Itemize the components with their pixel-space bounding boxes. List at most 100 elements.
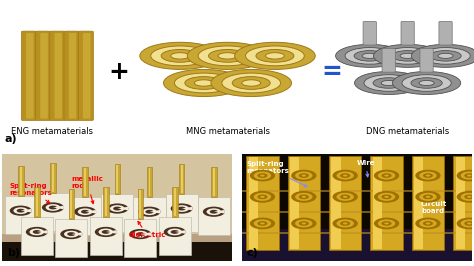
Circle shape: [60, 229, 82, 239]
Circle shape: [438, 53, 453, 59]
Circle shape: [260, 196, 264, 198]
Circle shape: [467, 196, 472, 198]
Circle shape: [384, 222, 389, 225]
Circle shape: [301, 196, 306, 198]
Text: metallic
rods: metallic rods: [71, 176, 103, 203]
Circle shape: [81, 210, 89, 214]
Circle shape: [254, 193, 271, 201]
Bar: [69, 197, 101, 235]
Text: b): b): [7, 248, 20, 259]
Circle shape: [102, 230, 110, 234]
Circle shape: [232, 77, 270, 89]
Circle shape: [187, 42, 268, 69]
FancyBboxPatch shape: [401, 21, 414, 45]
Bar: [329, 156, 361, 250]
Circle shape: [378, 219, 395, 227]
Circle shape: [106, 203, 128, 214]
Circle shape: [161, 49, 199, 62]
Circle shape: [383, 48, 432, 64]
Bar: [414, 157, 423, 249]
Circle shape: [464, 194, 474, 199]
Circle shape: [194, 80, 213, 86]
Bar: [242, 232, 472, 234]
Circle shape: [171, 203, 193, 214]
Circle shape: [254, 219, 271, 227]
Circle shape: [140, 42, 220, 69]
Bar: [90, 217, 122, 255]
Circle shape: [257, 173, 267, 178]
FancyBboxPatch shape: [363, 21, 376, 45]
Circle shape: [415, 170, 441, 181]
Bar: [84, 168, 86, 196]
Bar: [198, 197, 230, 235]
Circle shape: [13, 207, 28, 214]
Circle shape: [17, 209, 25, 213]
Circle shape: [400, 53, 415, 59]
Circle shape: [301, 174, 306, 177]
Circle shape: [384, 196, 389, 198]
Bar: [2, 154, 232, 234]
Circle shape: [211, 69, 292, 97]
Circle shape: [456, 191, 474, 203]
Circle shape: [250, 191, 275, 203]
Circle shape: [343, 174, 347, 177]
Text: c): c): [246, 248, 258, 259]
FancyBboxPatch shape: [83, 33, 91, 119]
FancyBboxPatch shape: [55, 33, 62, 119]
Circle shape: [421, 48, 470, 64]
Circle shape: [378, 172, 395, 180]
Wedge shape: [85, 210, 96, 214]
Circle shape: [218, 53, 237, 59]
Circle shape: [374, 191, 399, 203]
Circle shape: [382, 194, 392, 199]
Bar: [5, 196, 37, 234]
Circle shape: [467, 222, 472, 225]
Bar: [71, 190, 72, 218]
Circle shape: [337, 193, 354, 201]
Bar: [159, 217, 191, 255]
Bar: [148, 168, 150, 196]
Circle shape: [235, 42, 315, 69]
Circle shape: [198, 46, 257, 66]
Bar: [36, 188, 38, 216]
Circle shape: [257, 221, 267, 226]
Wedge shape: [214, 210, 225, 214]
Bar: [55, 219, 87, 257]
Circle shape: [171, 53, 190, 59]
Circle shape: [333, 191, 358, 203]
Circle shape: [340, 173, 350, 178]
Circle shape: [419, 172, 437, 180]
Circle shape: [426, 222, 430, 225]
Bar: [213, 168, 215, 196]
Circle shape: [138, 207, 161, 217]
Circle shape: [355, 72, 423, 94]
Circle shape: [250, 218, 275, 229]
Circle shape: [203, 207, 225, 217]
Circle shape: [99, 228, 113, 235]
Bar: [249, 157, 258, 249]
Circle shape: [164, 69, 244, 97]
Circle shape: [242, 80, 261, 86]
Circle shape: [343, 222, 347, 225]
Circle shape: [419, 80, 434, 86]
Circle shape: [299, 173, 309, 178]
Text: ENG metamaterials: ENG metamaterials: [11, 127, 93, 136]
Bar: [147, 167, 152, 197]
Circle shape: [456, 218, 474, 229]
Circle shape: [299, 221, 309, 226]
Circle shape: [340, 221, 350, 226]
FancyBboxPatch shape: [69, 33, 76, 119]
Circle shape: [291, 191, 317, 203]
Wedge shape: [149, 210, 161, 214]
FancyBboxPatch shape: [50, 31, 65, 120]
Wedge shape: [117, 207, 128, 210]
Circle shape: [362, 53, 377, 59]
Bar: [115, 164, 120, 194]
Bar: [179, 164, 184, 194]
Circle shape: [64, 231, 79, 238]
Circle shape: [246, 46, 304, 66]
Text: Wire: Wire: [356, 160, 375, 177]
Circle shape: [254, 172, 271, 180]
Wedge shape: [140, 232, 151, 236]
Wedge shape: [21, 209, 32, 213]
